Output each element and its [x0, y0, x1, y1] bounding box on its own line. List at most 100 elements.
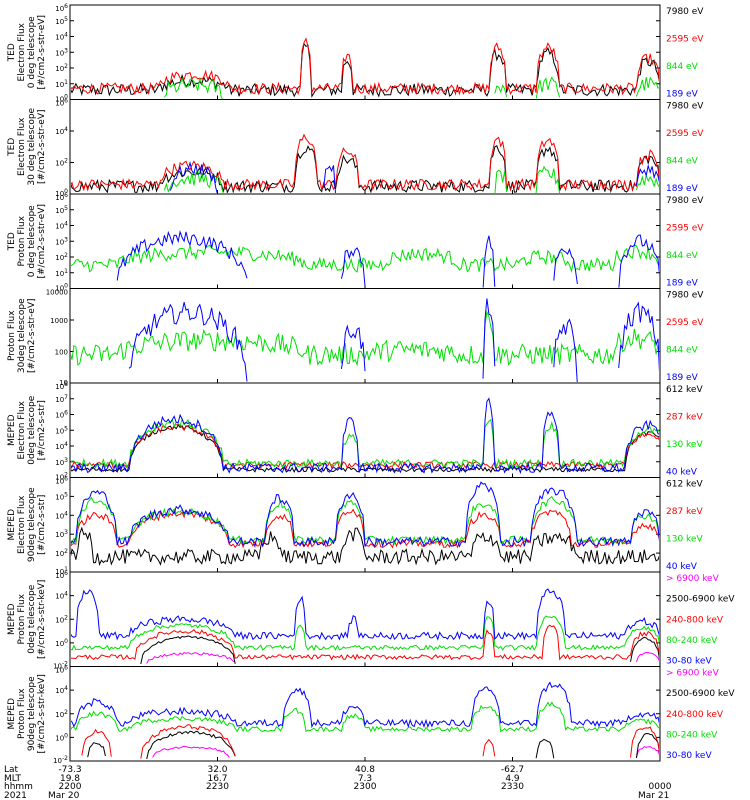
legend-entry: 287 keV — [666, 413, 703, 423]
legend-entry: 2595 eV — [666, 224, 704, 234]
footer-date-value: Mar 21 — [638, 791, 669, 800]
legend-entry: 2500-6900 keV — [666, 595, 735, 605]
y-axis-label-line: MEPED — [7, 603, 17, 635]
y-axis-label-line: Electron Flux — [17, 400, 27, 459]
y-tick-label: 103 — [55, 47, 68, 57]
legend-entry: 189 eV — [666, 373, 699, 383]
series-line-blue — [116, 230, 659, 288]
legend-entry: 30-80 keV — [666, 751, 712, 761]
legend-entry: > 6900 keV — [666, 574, 720, 584]
y-tick-label: 106 — [55, 570, 68, 580]
legend-entry: 80-240 keV — [666, 636, 718, 646]
panel-1: 106 105 104 103 102 101 100 TEDElectron Flux0 d… — [7, 3, 704, 104]
series-line-green — [164, 76, 659, 99]
series-line-green — [71, 615, 659, 652]
series-line-blue — [128, 298, 659, 382]
series-group — [71, 37, 659, 99]
y-tick-label: 106 — [55, 476, 68, 486]
legend-entry: 7980 eV — [666, 196, 704, 206]
y-tick-label: 104 — [55, 591, 68, 601]
panel-frame — [69, 477, 661, 573]
y-tick-label: 105 — [55, 205, 68, 215]
footer-mlt-value: 7.3 — [358, 774, 372, 784]
y-tick-label: 104 — [55, 441, 68, 451]
y-axis-label-line: [#/cm2-s-str] — [37, 495, 47, 555]
y-tick-label: 100 — [55, 638, 68, 648]
series-line-red — [71, 133, 659, 192]
y-tick-label: 10-2 — [53, 661, 68, 671]
y-tick-label: 102 — [55, 63, 68, 73]
footer-hhmm-value: 2330 — [501, 782, 524, 792]
y-tick-label: 102 — [55, 472, 68, 482]
legend-entry: 30-80 keV — [666, 657, 712, 667]
y-axis-label-line: 0deg telescope — [27, 395, 37, 465]
y-axis-label-line: [#/cm2-s-str-eV] — [27, 298, 37, 373]
y-axis-label-line: Electron Flux — [17, 495, 27, 554]
y-axis-label-line: TED — [7, 232, 17, 251]
series-group — [71, 298, 659, 382]
series-line-black — [140, 635, 659, 665]
y-axis-label-line: 0 deg telescope — [27, 205, 37, 277]
y-axis-label-line: 90deg telescope — [27, 676, 37, 751]
panel-6: 106 105 104 103 102 101 MEPEDElectron Flux90de… — [7, 476, 703, 577]
legend-entry: 7980 eV — [666, 102, 704, 112]
series-line-green — [163, 165, 659, 193]
footer-mlt-value: 4.9 — [505, 774, 520, 784]
legend-entry: 40 keV — [666, 562, 698, 572]
y-tick-label: 100 — [55, 94, 68, 104]
footer-lat-value: -62.7 — [501, 765, 524, 775]
series-group — [71, 397, 659, 475]
footer-hhmm-value: 0000 — [649, 782, 672, 792]
legend-entry: 130 keV — [666, 440, 703, 450]
footer-date-value: Mar 20 — [48, 791, 80, 800]
y-axis-label-line: Proton Flux — [17, 215, 27, 266]
series-group — [71, 133, 659, 193]
y-tick-label: 102 — [55, 614, 68, 624]
y-axis-label-line: TED — [7, 43, 17, 62]
legend-entry: 240-800 keV — [666, 710, 724, 720]
series-line-blue — [71, 481, 659, 548]
panel-frame — [69, 571, 661, 667]
y-tick-label: 101 — [55, 79, 68, 89]
y-axis-label-line: 30deg telescope — [17, 298, 27, 373]
series-line-black — [71, 42, 659, 98]
series-line-green — [71, 417, 659, 469]
y-tick-label: 100 — [55, 349, 68, 357]
y-axis-label: MEPEDProton Flux90deg telescope[#/cm2-s-… — [7, 674, 47, 753]
y-axis-label: TEDElectron Flux0 deg telescope[#/cm2-s-… — [7, 15, 47, 90]
footer-row-label: hhmm — [4, 782, 33, 792]
y-axis-label-line: Proton Flux — [17, 593, 27, 644]
y-axis-label-line: Proton Flux — [7, 310, 17, 361]
y-axis-label: MEPEDElectron Flux0deg telescope[#/cm2-s… — [7, 395, 47, 465]
series-line-black — [71, 145, 659, 193]
y-axis-label-line: 30 deg telescope — [27, 107, 37, 185]
y-axis-label-line: [#/cm2-s-str-eV] — [37, 109, 47, 184]
legend-entry: 2595 eV — [666, 35, 704, 45]
y-tick-label: 101 — [55, 268, 68, 278]
y-tick-label: 102 — [55, 252, 68, 262]
y-tick-label: 1000 — [50, 317, 68, 325]
legend-entry: 2595 eV — [666, 318, 704, 328]
footer-lat-value: -73.3 — [58, 765, 81, 775]
legend-entry: 7980 eV — [666, 7, 704, 17]
legend-entry: 189 eV — [666, 90, 699, 100]
y-axis-label-line: [#/cm2-s-str-eV] — [37, 15, 47, 90]
series-line-magenta — [152, 745, 659, 759]
legend-entry: 844 eV — [666, 62, 699, 72]
y-axis-label: TEDProton Flux0 deg telescope[#/cm2-s-st… — [7, 204, 47, 279]
y-tick-label: 105 — [55, 16, 68, 26]
series-group — [71, 681, 659, 760]
y-tick-label: 106 — [55, 3, 68, 13]
legend-entry: 612 keV — [666, 480, 703, 490]
series-line-black — [87, 730, 659, 760]
y-tick-label: 104 — [55, 32, 68, 42]
y-axis-label-line: 0 deg telescope — [27, 16, 37, 88]
y-axis-label-line: 0deg telescope — [27, 584, 37, 654]
y-tick-label: 102 — [55, 709, 68, 719]
series-line-magenta — [146, 651, 659, 664]
y-tick-label: 105 — [55, 425, 68, 435]
series-line-blue — [71, 681, 659, 729]
footer-hhmm-value: 2230 — [206, 782, 229, 792]
y-tick-label: 104 — [55, 510, 68, 520]
